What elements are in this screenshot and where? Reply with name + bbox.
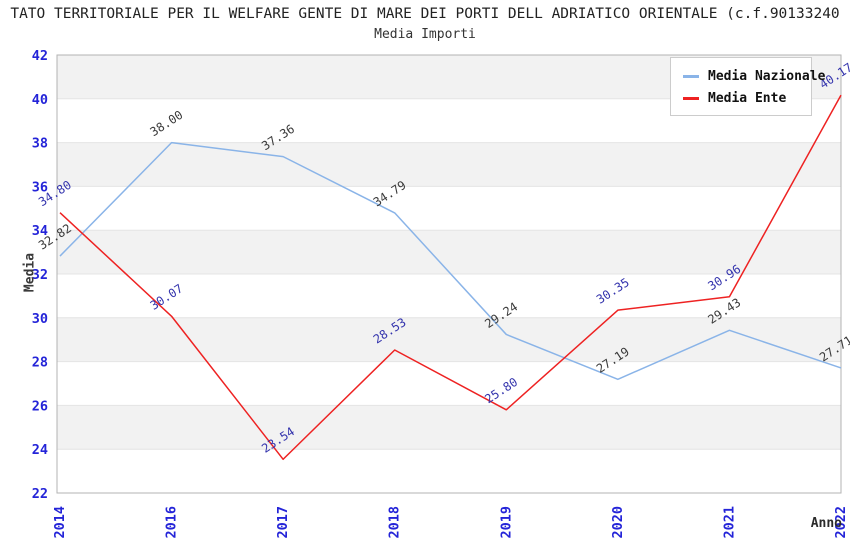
- svg-text:38: 38: [32, 136, 48, 152]
- svg-text:2018: 2018: [387, 506, 403, 539]
- legend-label: Media Ente: [708, 90, 787, 106]
- svg-text:2019: 2019: [498, 506, 514, 539]
- svg-text:26: 26: [32, 398, 48, 414]
- svg-text:36: 36: [32, 179, 48, 195]
- svg-text:2021: 2021: [721, 506, 737, 539]
- svg-text:42: 42: [32, 48, 48, 64]
- svg-text:40: 40: [32, 92, 48, 108]
- svg-text:2020: 2020: [610, 506, 626, 539]
- media-ente-line-swatch-icon: [683, 96, 699, 100]
- x-axis-title: Anno: [810, 516, 842, 531]
- svg-text:28: 28: [32, 355, 48, 371]
- legend-label: Media Nazionale: [708, 68, 826, 84]
- media-nazionale-line-swatch-icon: [683, 74, 699, 78]
- y-axis-title: Media: [22, 252, 38, 293]
- svg-text:38.00: 38.00: [148, 108, 186, 139]
- svg-text:30.35: 30.35: [594, 275, 632, 306]
- svg-text:30: 30: [32, 311, 48, 327]
- chart-subtitle: Media Importi: [374, 27, 476, 42]
- svg-text:30.07: 30.07: [148, 281, 186, 312]
- legend-item-media-nazionale: Media Nazionale: [683, 65, 825, 87]
- legend-item-media-ente: Media Ente: [683, 87, 811, 109]
- svg-text:2016: 2016: [164, 506, 180, 539]
- svg-text:32: 32: [32, 267, 48, 283]
- page-title: TATO TERRITORIALE PER IL WELFARE GENTE D…: [10, 6, 840, 22]
- svg-text:22: 22: [32, 486, 48, 502]
- svg-text:2017: 2017: [275, 506, 291, 539]
- svg-text:34: 34: [32, 223, 48, 239]
- legend: Media Nazionale Media Ente: [670, 57, 825, 116]
- svg-text:2014: 2014: [52, 506, 68, 539]
- svg-text:24: 24: [32, 442, 48, 458]
- svg-text:2022: 2022: [833, 506, 849, 539]
